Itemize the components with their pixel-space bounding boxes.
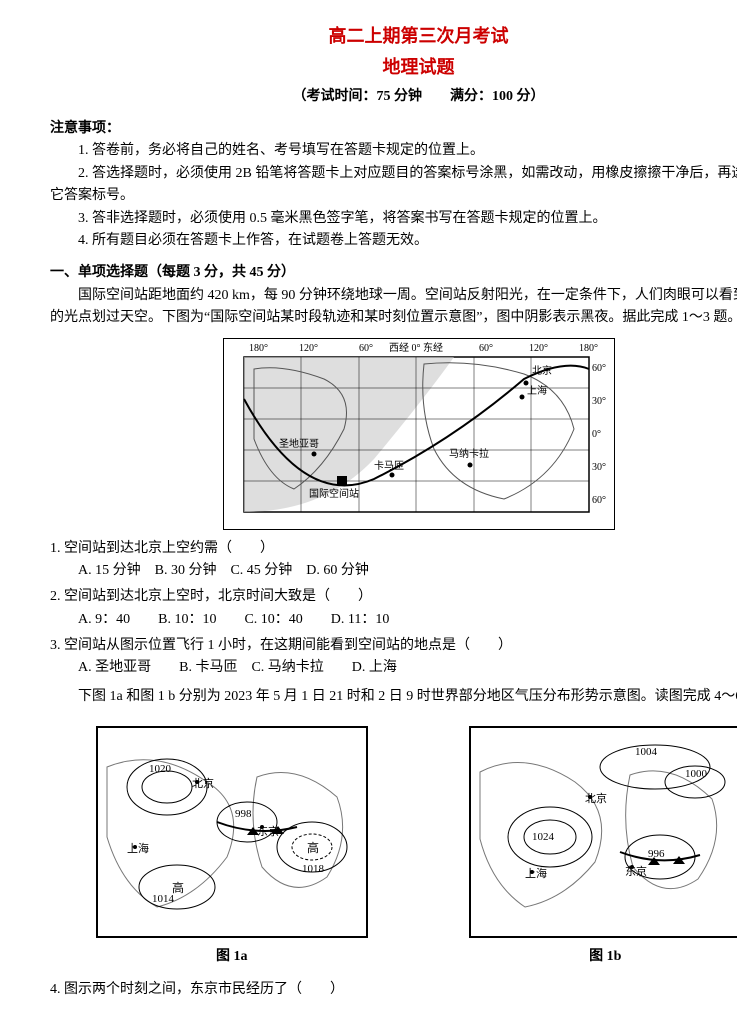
passage-2: 下图 1a 和图 1 b 分别为 2023 年 5 月 1 日 21 时和 2 …	[50, 686, 737, 708]
question-3-options: A. 圣地亚哥 B. 卡马匝 C. 马纳卡拉 D. 上海	[50, 657, 737, 679]
pressure-figure-row: 1020 998 1018 1014 北京 东京 上海 高 高 图 1a	[50, 718, 737, 968]
city-label: 东京	[625, 864, 647, 878]
lon-label: 60°	[359, 343, 373, 354]
pressure-label: 998	[235, 808, 252, 820]
city-label: 上海	[525, 866, 547, 880]
city-label: 圣地亚哥	[279, 437, 319, 450]
lat-label: 60°	[592, 495, 606, 506]
question-2-stem: 2. 空间站到达北京上空时，北京时间大致是（ ）	[50, 586, 737, 608]
notice-heading: 注意事项：	[50, 118, 737, 140]
lon-label: 180°	[249, 343, 268, 354]
city-label: 上海	[527, 384, 547, 397]
notice-2: 2. 答选择题时，必须使用 2B 铅笔将答题卡上对应题目的答案标号涂黑，如需改动…	[50, 163, 737, 208]
iss-marker	[337, 476, 347, 486]
pressure-label: 1024	[532, 831, 555, 843]
high-mark: 高	[307, 840, 319, 855]
high-mark: 高	[172, 880, 184, 895]
city-label: 上海	[127, 841, 149, 855]
pressure-label: 1020	[149, 763, 172, 775]
lon-label: 西经 0° 东经	[389, 341, 443, 354]
figure-1b-label: 图 1b	[469, 946, 737, 968]
figure-1a: 1020 998 1018 1014 北京 东京 上海 高 高	[96, 726, 368, 938]
pressure-label: 1000	[685, 768, 708, 780]
lon-label: 180°	[579, 343, 598, 354]
city-label: 卡马匝	[374, 459, 404, 472]
lon-label: 120°	[299, 343, 318, 354]
passage-1: 国际空间站距地面约 420 km，每 90 分钟环绕地球一周。空间站反射阳光，在…	[50, 285, 737, 330]
pressure-label: 996	[648, 848, 665, 860]
notice-3: 3. 答非选择题时，必须使用 0.5 毫米黑色签字笔，将答案书写在答题卡规定的位…	[50, 208, 737, 230]
question-1-options: A. 15 分钟 B. 30 分钟 C. 45 分钟 D. 60 分钟	[50, 560, 737, 582]
exam-info: （考试时间：75 分钟 满分：100 分）	[50, 86, 737, 108]
question-2-options: A. 9：40 B. 10：10 C. 10：40 D. 11：10	[50, 609, 737, 631]
figure-1a-label: 图 1a	[96, 946, 368, 968]
title-line-2: 地理试题	[50, 53, 737, 82]
notice-1: 1. 答卷前，务必将自己的姓名、考号填写在答题卡规定的位置上。	[50, 140, 737, 162]
city-label: 北京	[532, 364, 552, 377]
title-line-1: 高二上期第三次月考试	[50, 22, 737, 51]
pressure-label: 1004	[635, 746, 658, 758]
lon-label: 60°	[479, 343, 493, 354]
world-map-figure: 180° 120° 60° 西经 0° 东经 60° 120° 180° 60°…	[223, 338, 615, 530]
section-1-heading: 一、单项选择题（每题 3 分，共 45 分）	[50, 262, 737, 284]
city-label: 国际空间站	[309, 487, 359, 500]
question-4-stem: 4. 图示两个时刻之间，东京市民经历了（ ）	[50, 979, 737, 1001]
pressure-label: 1018	[302, 863, 325, 875]
lat-label: 60°	[592, 363, 606, 374]
figure-1b: 1004 1000 1024 996 北京 上海 东京	[469, 726, 737, 938]
lon-label: 120°	[529, 343, 548, 354]
question-1-stem: 1. 空间站到达北京上空约需（ ）	[50, 538, 737, 560]
lat-label: 30°	[592, 462, 606, 473]
question-3-stem: 3. 空间站从图示位置飞行 1 小时，在这期间能看到空间站的地点是（ ）	[50, 635, 737, 657]
city-label: 马纳卡拉	[449, 447, 489, 460]
notice-4: 4. 所有题目必须在答题卡上作答，在试题卷上答题无效。	[50, 230, 737, 252]
lat-label: 0°	[592, 429, 601, 440]
lat-label: 30°	[592, 396, 606, 407]
